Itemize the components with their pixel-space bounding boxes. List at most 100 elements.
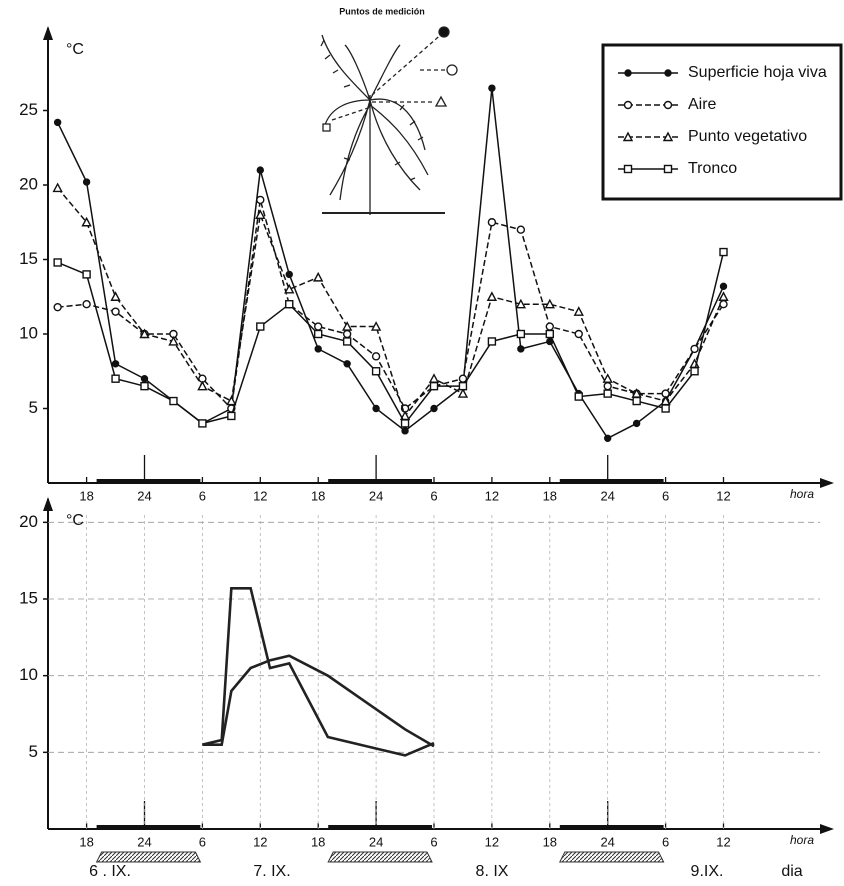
legend-marker xyxy=(622,131,634,142)
point xyxy=(168,335,179,346)
y-tick-label: 25 xyxy=(19,100,38,119)
point xyxy=(719,282,728,291)
y-axis-arrow xyxy=(43,26,53,40)
point xyxy=(111,307,120,316)
point xyxy=(314,345,322,353)
x-tick-label: 18 xyxy=(79,488,93,503)
y-tick-label: 15 xyxy=(19,588,38,607)
legend-marker xyxy=(662,131,674,142)
point xyxy=(313,271,324,282)
point xyxy=(342,337,352,346)
point xyxy=(111,360,120,368)
x-tick-label: 24 xyxy=(137,834,151,849)
point xyxy=(632,396,641,406)
y-tick-label: 15 xyxy=(19,249,38,268)
x-tick-label: 18 xyxy=(311,834,325,849)
x-tick-label: 24 xyxy=(600,488,614,503)
series-line xyxy=(57,251,725,425)
y-tick-label: 5 xyxy=(29,398,38,417)
point xyxy=(82,300,91,309)
legend-box xyxy=(601,43,843,201)
point xyxy=(516,329,526,339)
series-line xyxy=(57,199,725,411)
point xyxy=(343,360,351,368)
point xyxy=(81,216,92,227)
point xyxy=(488,84,496,92)
x-tick-label: 18 xyxy=(543,834,557,849)
series-line xyxy=(57,187,725,418)
point xyxy=(82,270,91,279)
x-tick-label: 6 xyxy=(430,834,437,849)
point xyxy=(111,374,120,383)
point xyxy=(255,209,266,219)
inset-title: Puntos de medición xyxy=(339,6,425,16)
point xyxy=(661,404,670,413)
x-tick-label: 6 xyxy=(430,488,437,503)
point xyxy=(372,404,380,413)
point xyxy=(53,258,62,267)
x-axis-label: hora xyxy=(790,833,814,847)
point xyxy=(342,329,352,339)
legend-marker xyxy=(623,164,633,174)
day-label: 6 . IX. xyxy=(89,863,131,880)
point xyxy=(169,396,178,406)
point xyxy=(603,381,612,391)
day-axis-label: dia xyxy=(781,863,802,880)
x-tick-label: 12 xyxy=(253,488,267,503)
legend-marker xyxy=(623,100,633,110)
point xyxy=(140,375,149,383)
series-line xyxy=(202,586,435,757)
y-axis-label: °C xyxy=(66,41,84,58)
day-label: 8. IX xyxy=(476,863,509,880)
x-tick-label: 12 xyxy=(485,488,499,503)
night-symbol xyxy=(558,851,665,863)
x-tick-label: 6 xyxy=(662,488,669,503)
point xyxy=(487,337,497,346)
point xyxy=(401,427,409,435)
legend-label: Tronco xyxy=(688,160,737,177)
legend-label: Superficie hoja viva xyxy=(688,64,827,81)
y-tick-label: 10 xyxy=(19,323,38,342)
point xyxy=(371,367,381,376)
y-tick-label: 5 xyxy=(29,742,38,761)
point xyxy=(458,381,468,391)
x-tick-label: 12 xyxy=(253,834,267,849)
point xyxy=(140,381,149,391)
x-tick-label: 6 xyxy=(199,488,206,503)
point xyxy=(52,182,63,193)
night-symbol xyxy=(327,851,433,863)
point xyxy=(139,328,150,339)
point xyxy=(487,218,497,227)
point xyxy=(574,392,583,401)
point xyxy=(400,419,410,428)
point xyxy=(226,395,237,406)
point xyxy=(53,118,62,127)
point xyxy=(198,419,207,428)
point xyxy=(341,321,353,331)
inset-illustration xyxy=(320,26,458,215)
point xyxy=(371,352,381,361)
point xyxy=(430,404,438,413)
point xyxy=(517,345,525,353)
point xyxy=(486,291,498,301)
x-tick-label: 18 xyxy=(311,488,325,503)
legend-marker xyxy=(663,100,673,110)
point xyxy=(604,434,612,442)
x-tick-label: 24 xyxy=(369,834,383,849)
point xyxy=(256,322,265,331)
point xyxy=(718,291,729,301)
point xyxy=(719,247,728,257)
point xyxy=(285,300,294,309)
point xyxy=(603,389,612,398)
point xyxy=(53,302,62,312)
legend-label: Punto vegetativo xyxy=(688,128,807,145)
point xyxy=(285,270,293,279)
x-axis-arrow xyxy=(820,478,834,488)
point xyxy=(602,373,613,383)
point xyxy=(544,298,555,309)
point xyxy=(82,178,91,186)
y-tick-label: 10 xyxy=(19,665,38,684)
point xyxy=(573,306,584,316)
x-axis-label: hora xyxy=(790,487,814,501)
point xyxy=(370,321,382,331)
